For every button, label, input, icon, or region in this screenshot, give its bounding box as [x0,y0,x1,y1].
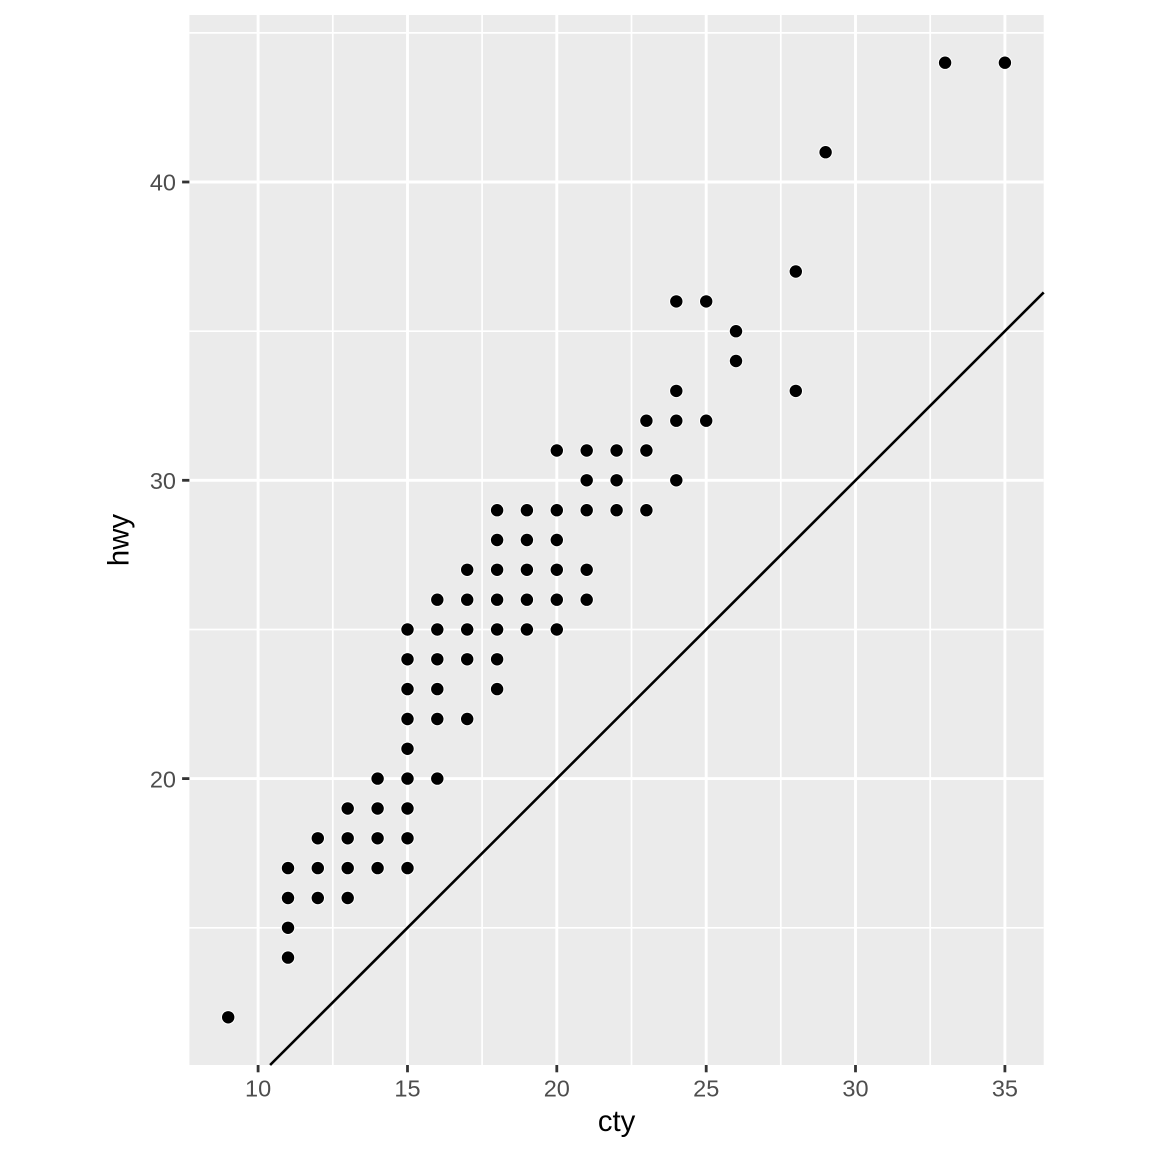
svg-text:30: 30 [150,468,176,494]
svg-text:35: 35 [992,1075,1018,1101]
svg-text:25: 25 [693,1075,719,1101]
svg-text:20: 20 [150,766,176,792]
svg-text:20: 20 [544,1075,570,1101]
svg-text:15: 15 [394,1075,420,1101]
svg-text:hwy: hwy [103,514,136,566]
svg-text:30: 30 [842,1075,868,1101]
svg-text:cty: cty [598,1105,636,1138]
svg-text:40: 40 [150,170,176,196]
svg-text:10: 10 [245,1075,271,1101]
